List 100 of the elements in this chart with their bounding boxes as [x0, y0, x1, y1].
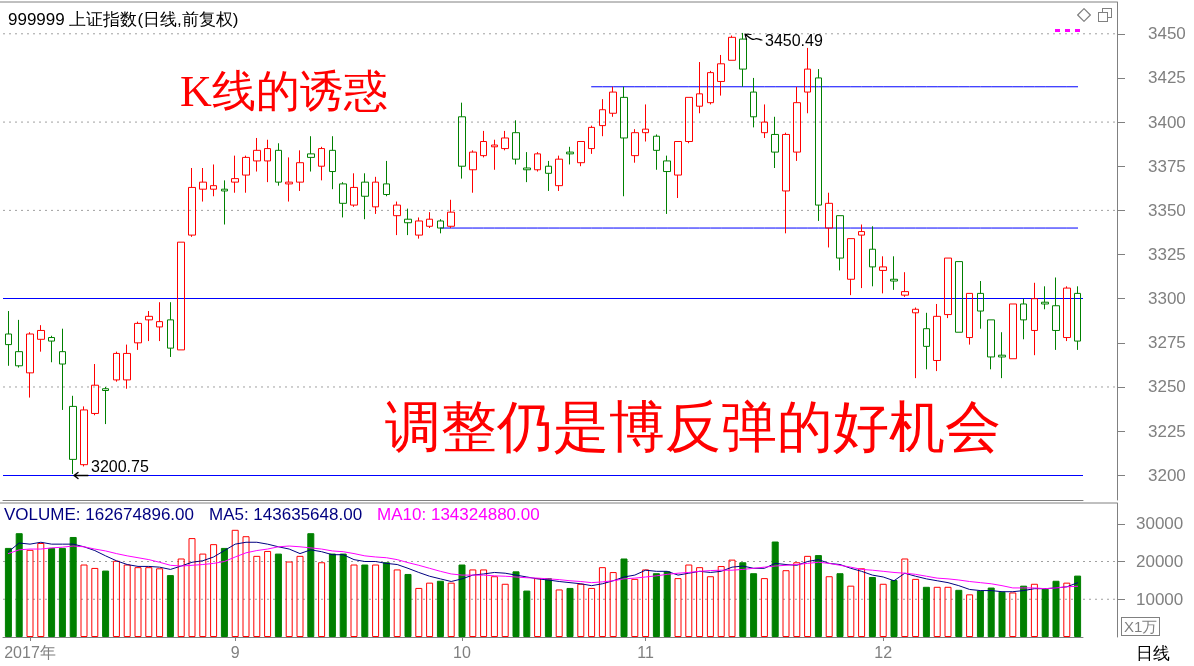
- bar: [339, 553, 347, 637]
- candlestick: [437, 218, 444, 234]
- y-tick-label: 3350: [1148, 200, 1186, 220]
- candlestick: [739, 32, 747, 88]
- bar: [296, 555, 304, 637]
- candlestick: [717, 54, 725, 97]
- y-tick-label: 3225: [1148, 421, 1186, 441]
- bar: [102, 570, 110, 637]
- bar: [382, 562, 390, 637]
- bar: [944, 586, 952, 637]
- candlestick: [145, 310, 153, 342]
- bar: [361, 564, 369, 637]
- bar: [188, 538, 196, 637]
- candlestick: [210, 163, 217, 197]
- bar: [48, 547, 56, 637]
- bar: [1030, 583, 1038, 637]
- candlestick: [825, 192, 833, 248]
- bar: [231, 529, 239, 637]
- candlestick: [555, 155, 563, 192]
- bar: [1041, 588, 1049, 637]
- y-tick-label: 3250: [1148, 377, 1186, 397]
- bar: [501, 583, 509, 637]
- bar: [15, 533, 23, 637]
- bar: [91, 567, 99, 637]
- bar: [782, 570, 790, 637]
- annotation: VOLUME: 162674896.00: [4, 505, 194, 524]
- y-tick-label: 20000: [1136, 552, 1184, 572]
- candlestick: [393, 201, 401, 236]
- candlestick: [318, 146, 325, 181]
- bar: [490, 576, 498, 637]
- candlestick: [998, 331, 1006, 379]
- y-tick-label: 3450: [1148, 24, 1186, 44]
- bar: [145, 567, 153, 637]
- y-axis-title: X1万: [1121, 617, 1161, 636]
- candlestick: [5, 310, 12, 367]
- candlestick: [836, 215, 844, 271]
- bar: [447, 582, 455, 637]
- bar: [307, 533, 315, 637]
- y-tick-label: 30000: [1136, 514, 1184, 534]
- candlestick: [156, 301, 163, 342]
- candlestick: [329, 135, 336, 190]
- bar: [512, 571, 520, 637]
- candlestick: [879, 255, 887, 294]
- bar: [696, 567, 704, 637]
- candlestick: [771, 116, 779, 169]
- candlestick: [69, 395, 77, 475]
- x-tick-label: 9: [230, 643, 240, 661]
- candlestick: [221, 179, 228, 226]
- candlestick: [512, 119, 520, 165]
- candlestick: [933, 303, 941, 372]
- annotation: 3450.49: [765, 32, 823, 49]
- candlestick: [501, 130, 509, 151]
- bar: [469, 569, 477, 637]
- bar: [804, 555, 812, 637]
- candlestick: [48, 335, 55, 363]
- bar: [210, 544, 218, 637]
- bar: [458, 564, 466, 637]
- bar: [264, 550, 272, 637]
- candlestick: [955, 261, 963, 333]
- bar: [577, 583, 585, 637]
- bar: [58, 547, 66, 637]
- candlestick: [15, 319, 23, 369]
- bar: [480, 569, 488, 637]
- candlestick: [1009, 303, 1017, 360]
- candlestick: [1031, 282, 1038, 356]
- candlestick: [231, 155, 239, 194]
- candlestick: [847, 238, 855, 296]
- candlestick: [480, 130, 487, 158]
- bar: [566, 587, 574, 637]
- candlestick: [177, 241, 185, 351]
- candlestick: [339, 181, 347, 218]
- bar: [534, 578, 542, 637]
- bar: [912, 578, 920, 637]
- bar: [674, 578, 682, 637]
- candlestick: [404, 208, 412, 236]
- candlestick: [491, 139, 498, 171]
- candlestick: [285, 156, 293, 203]
- y-tick-label: 3325: [1148, 245, 1186, 265]
- bar: [242, 536, 250, 637]
- bar: [415, 587, 423, 637]
- bar: [1063, 582, 1071, 637]
- x-tick-label: 11: [637, 643, 655, 661]
- bar: [69, 536, 77, 637]
- bar: [631, 578, 639, 637]
- candlestick: [469, 149, 477, 194]
- bar: [847, 585, 855, 637]
- candlestick: [685, 96, 693, 144]
- bar: [879, 583, 887, 637]
- candlestick: [253, 137, 261, 173]
- bar: [523, 590, 531, 637]
- bar: [588, 587, 596, 637]
- candlestick: [534, 151, 541, 173]
- candlestick: [890, 255, 898, 291]
- bar: [555, 589, 563, 637]
- bar: [166, 575, 174, 637]
- bar: [177, 558, 185, 637]
- candlestick: [188, 167, 196, 238]
- text: 999999 上证指数(日线,前复权): [8, 10, 239, 29]
- candlestick: [199, 167, 207, 203]
- bar: [37, 543, 45, 637]
